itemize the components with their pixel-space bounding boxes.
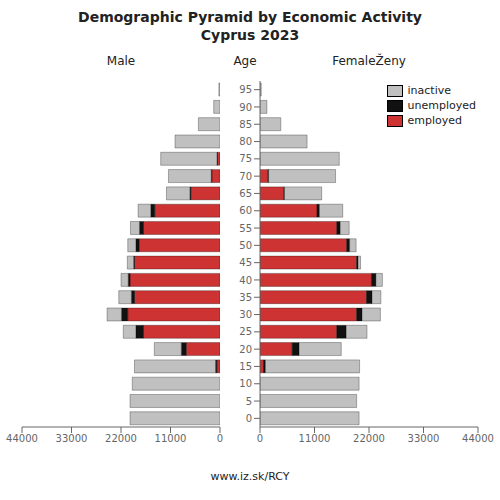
- html-text:www.iz.sk/RCY: www.iz.sk/RCY: [210, 470, 290, 483]
- svg-text:11000: 11000: [299, 433, 331, 444]
- svg-text:55: 55: [239, 223, 252, 234]
- svg-text:70: 70: [239, 171, 252, 182]
- html-text:Age: Age: [233, 54, 257, 68]
- svg-text:35: 35: [239, 292, 252, 303]
- svg-text:75: 75: [239, 153, 252, 164]
- svg-text:65: 65: [239, 188, 252, 199]
- svg-text:33000: 33000: [408, 433, 440, 444]
- svg-text:10: 10: [239, 378, 252, 389]
- svg-text:22000: 22000: [105, 433, 137, 444]
- svg-text:33000: 33000: [56, 433, 88, 444]
- html-text:Cyprus 2023: Cyprus 2023: [200, 27, 300, 43]
- svg-text:5: 5: [246, 396, 252, 407]
- svg-text:0: 0: [246, 413, 252, 424]
- html-text:Male: Male: [106, 54, 136, 68]
- svg-text:45: 45: [239, 257, 252, 268]
- svg-text:44000: 44000: [8, 433, 38, 444]
- svg-text:30: 30: [239, 309, 252, 320]
- svg-text:15: 15: [239, 361, 252, 372]
- svg-text:90: 90: [239, 102, 252, 113]
- svg-text:50: 50: [239, 240, 252, 251]
- svg-text:0: 0: [257, 433, 263, 444]
- svg-text:22000: 22000: [353, 433, 385, 444]
- html-text:employed: employed: [407, 114, 462, 127]
- svg-text:85: 85: [239, 119, 252, 130]
- svg-text:20: 20: [239, 344, 252, 355]
- html-text:Demographic Pyramid by Economi: Demographic Pyramid by Economic Activity: [78, 9, 422, 25]
- svg-text:44000: 44000: [462, 433, 492, 444]
- svg-text:60: 60: [239, 205, 252, 216]
- html-text:FemaleŽeny: FemaleŽeny: [332, 54, 406, 68]
- svg-text:40: 40: [239, 275, 252, 286]
- svg-text:95: 95: [239, 84, 252, 95]
- svg-text:80: 80: [239, 136, 252, 147]
- svg-text:0: 0: [217, 433, 223, 444]
- svg-text:11000: 11000: [155, 433, 187, 444]
- html-text:unemployed: unemployed: [407, 99, 476, 112]
- svg-text:25: 25: [239, 326, 252, 337]
- html-text:inactive: inactive: [407, 84, 451, 97]
